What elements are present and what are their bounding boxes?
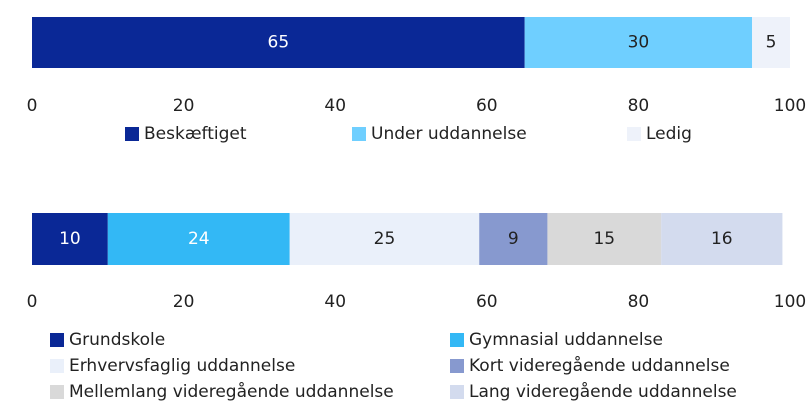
- x-tick-label: 0: [27, 292, 38, 312]
- x-tick-label: 80: [628, 96, 650, 116]
- legend-label: Mellemlang videregående uddannelse: [69, 381, 394, 402]
- value-label: 25: [374, 229, 396, 249]
- legend-swatch: [352, 127, 366, 141]
- x-tick-label: 0: [27, 96, 38, 116]
- value-label: 30: [628, 33, 650, 53]
- legend-swatch: [125, 127, 139, 141]
- legend-swatch: [50, 359, 64, 373]
- legend-swatch: [450, 333, 464, 347]
- value-label: 15: [593, 229, 615, 249]
- legend-label: Gymnasial uddannelse: [469, 330, 663, 350]
- value-label: 24: [188, 229, 210, 249]
- value-label: 10: [59, 229, 81, 249]
- bar-segment: [479, 213, 548, 265]
- legend-swatch: [50, 385, 64, 399]
- legend-label: Lang videregående uddannelse: [469, 381, 737, 402]
- value-label: 65: [268, 33, 290, 53]
- legend-swatch: [50, 333, 64, 347]
- bar-segment: [524, 17, 753, 68]
- legend-label: Under uddannelse: [371, 124, 527, 144]
- bar-segment: [32, 213, 108, 265]
- x-tick-label: 40: [324, 292, 346, 312]
- legend-label: Ledig: [646, 124, 692, 144]
- x-tick-label: 40: [324, 96, 346, 116]
- bar-segment: [661, 213, 783, 265]
- legend-label: Erhvervsfaglig uddannelse: [69, 356, 295, 376]
- x-tick-label: 80: [628, 292, 650, 312]
- legend-swatch: [627, 127, 641, 141]
- legend-label: Grundskole: [69, 330, 165, 350]
- x-tick-label: 100: [774, 96, 806, 116]
- x-tick-label: 20: [173, 96, 195, 116]
- bar-segment: [752, 17, 790, 68]
- value-label: 5: [766, 33, 777, 53]
- x-tick-label: 60: [476, 96, 498, 116]
- x-tick-label: 20: [173, 292, 195, 312]
- legend-label: Beskæftiget: [144, 124, 247, 144]
- value-label: 16: [711, 229, 733, 249]
- bar-segment: [289, 213, 480, 265]
- bar-segment: [547, 213, 662, 265]
- legend-swatch: [450, 385, 464, 399]
- x-tick-label: 100: [774, 292, 806, 312]
- bar-segment: [32, 17, 525, 68]
- value-label: 9: [508, 229, 519, 249]
- bar-segment: [107, 213, 290, 265]
- legend-swatch: [450, 359, 464, 373]
- legend-label: Kort videregående uddannelse: [469, 355, 730, 376]
- x-tick-label: 60: [476, 292, 498, 312]
